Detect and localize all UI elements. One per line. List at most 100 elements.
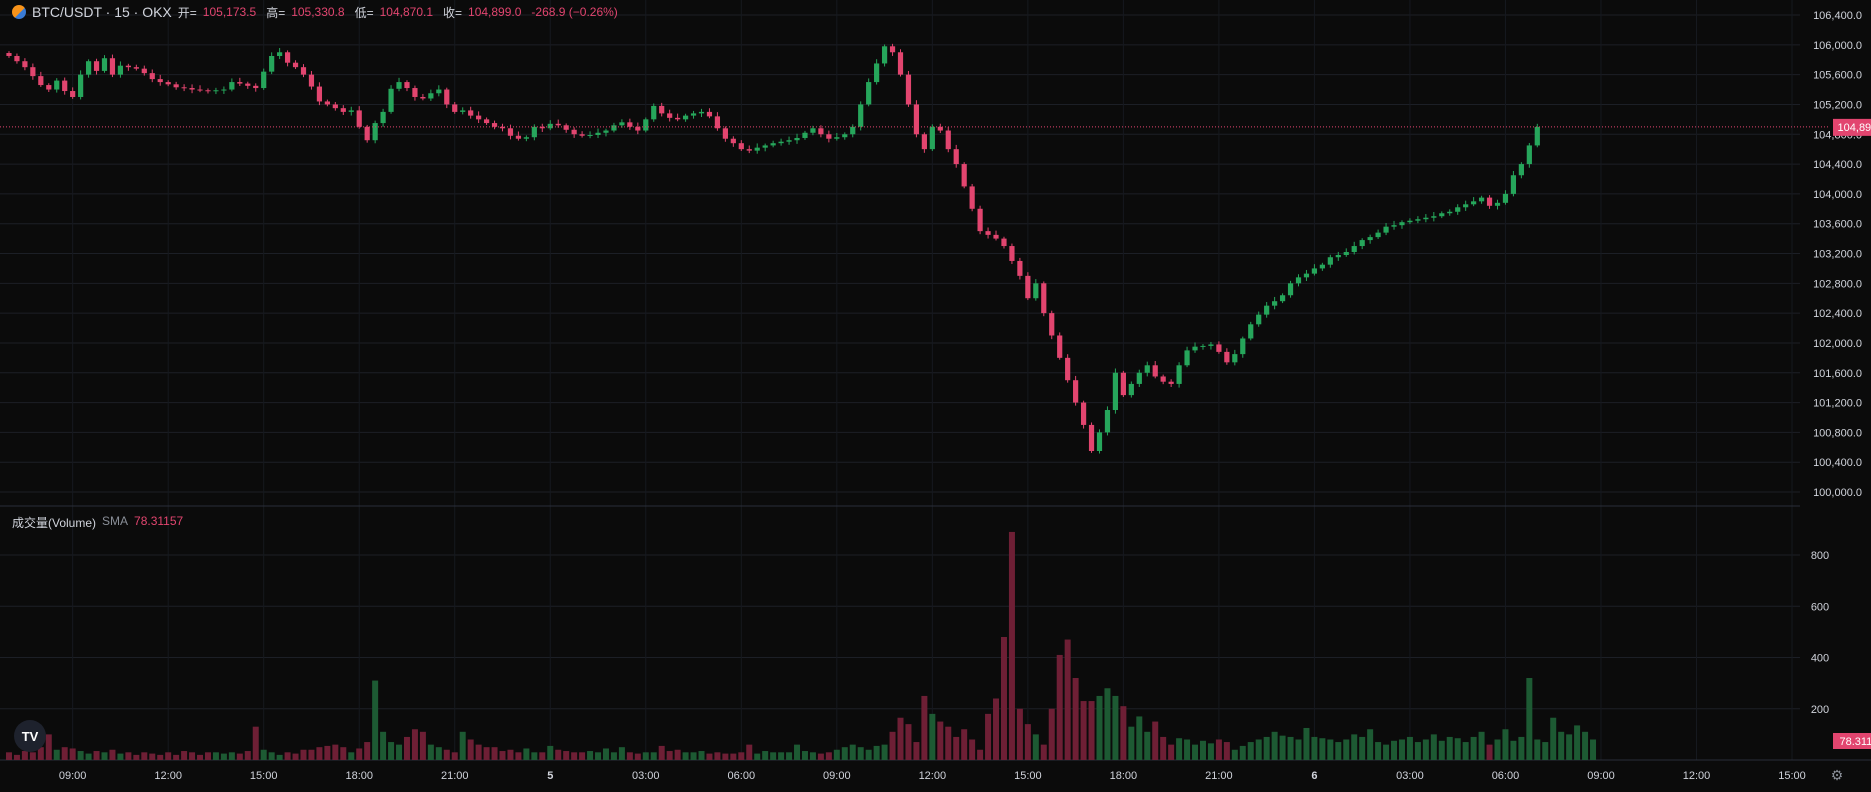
time-axis[interactable]: 09:00 12:00 15:00 18:00 21:00 5 03:00 06:00 09:0… [59,770,1871,782]
volume-bar [189,752,196,760]
volume-bar [165,752,172,760]
volume-bar [1454,738,1461,760]
volume-bar [1072,678,1079,760]
last-price-label: 104,899.0 [1838,122,1871,134]
sma-value: 78.31157 [134,514,184,528]
candle-body [1303,273,1310,278]
volume-bar [1215,739,1222,760]
candle-body [292,62,299,68]
price-tick-label: 104,400.0 [1813,159,1862,171]
gear-icon[interactable]: ⚙ [1830,767,1844,783]
volume-bar [1008,531,1015,760]
volume-bar [29,752,36,760]
volume-axis[interactable]: 200 400 600 800 [1811,550,1829,716]
candle-body [46,85,52,90]
candle-body [483,119,490,124]
candle-body [308,74,315,87]
candle-body [1041,283,1047,314]
price-tick-label: 106,400.0 [1813,10,1862,22]
candle-body [1073,380,1079,403]
volume-bar [1303,727,1310,760]
volume-bar [1287,736,1294,760]
candle-body [1120,372,1126,396]
volume-bar [101,752,108,760]
candle-body [1518,164,1524,176]
candle-body [229,82,235,90]
candle-body [579,134,585,136]
volume-bar [348,752,355,760]
candle-body [778,141,784,144]
volume-bar [1199,740,1206,760]
volume-bar [1152,721,1159,760]
candle-body [1256,314,1262,325]
volume-bar [204,752,211,760]
candle-body [1399,222,1405,226]
candle-body [651,105,657,120]
volume-bar [786,752,793,760]
volume-bar [133,754,140,760]
candle-body [1463,204,1469,208]
volume-bar [531,752,538,760]
candle-body [1431,216,1437,218]
volume-bar [403,736,410,760]
volume-bar [754,753,761,760]
time-tick-label: 09:00 [59,770,87,782]
candle-body [420,96,426,99]
volume-bar [1351,734,1358,760]
candle-body [499,126,506,129]
candle-body [22,61,28,68]
volume-bar [316,747,323,760]
volume-bar [21,751,28,760]
volume-bar [1510,740,1517,760]
candle-body [603,130,609,133]
volume-bar [1024,724,1031,760]
symbol-title[interactable]: BTC/USDT · 15 · OKX [32,4,172,20]
high-label: 高= [266,5,286,20]
volume-bar [595,752,602,760]
volume-title[interactable]: 成交量(Volume) [12,516,97,530]
volume-bar [5,752,12,760]
volume-bar [555,749,562,760]
volume-bar [571,752,578,760]
volume-bar [730,753,737,760]
candle-body [356,110,362,127]
candle-body [1534,126,1540,146]
candle-body [866,82,872,105]
price-tick-label: 101,200.0 [1813,398,1862,410]
volume-bar [1430,734,1437,760]
candle-body [1096,432,1103,452]
candle-body [698,111,705,114]
low-label: 低= [354,5,374,20]
candle-body [1080,402,1087,425]
candle-body [690,113,697,116]
candle-body [38,76,44,86]
candle-body [444,89,450,105]
candle-body [1152,365,1158,377]
candle-body [245,83,251,86]
volume-bar [1168,744,1175,760]
time-tick-label: 18:00 [1110,770,1138,782]
price-axis[interactable]: 100,000.0 100,400.0 100,800.0 101,200.0 101,… [1813,10,1862,499]
candle-body [587,134,593,136]
candle-body [1486,197,1493,206]
time-tick-label: 6 [1311,770,1317,782]
price-tick-label: 100,000.0 [1813,487,1862,499]
candle-body [396,82,402,89]
volume-bar [1375,742,1382,760]
candle-body [802,132,808,138]
volume-bar [483,747,490,760]
volume-bar [419,731,426,760]
price-tick-label: 105,200.0 [1813,99,1862,111]
close-label: 收= [443,5,463,20]
candle-body [93,61,100,71]
volume-bar [913,742,920,760]
volume-bar [547,745,554,760]
volume-bar [197,754,204,760]
tradingview-logo[interactable]: TV [14,720,46,752]
volume-bar [1486,744,1493,760]
volume-bar [252,726,259,760]
candle-body [1200,345,1206,347]
candle-body [961,164,967,187]
time-tick-label: 15:00 [250,770,278,782]
